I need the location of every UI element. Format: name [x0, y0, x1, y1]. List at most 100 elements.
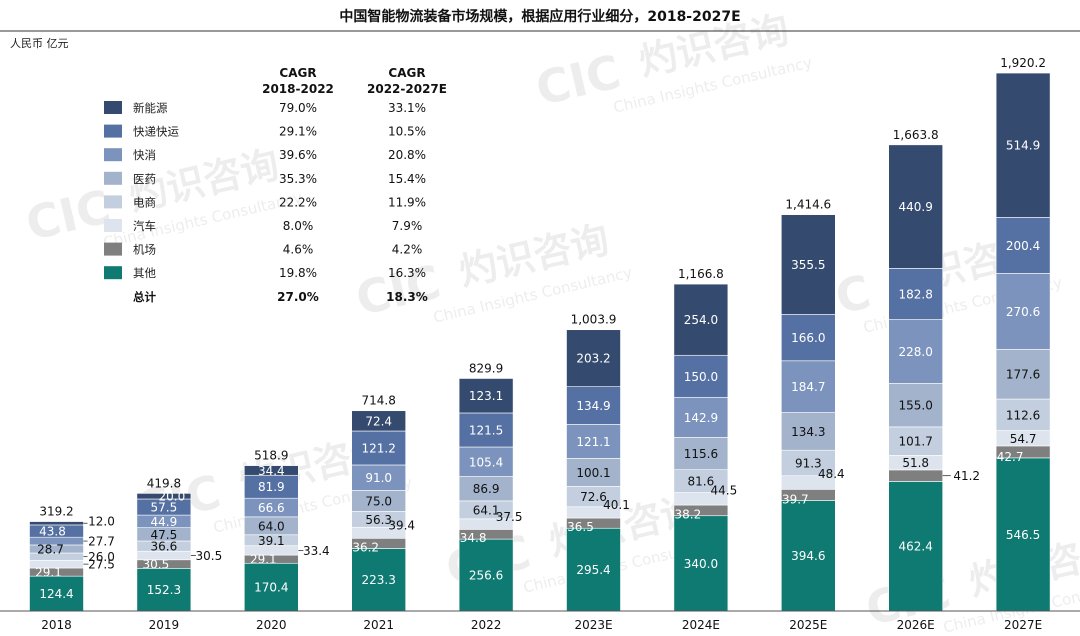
- bar-segment: [780, 500, 836, 612]
- bar-segment: [458, 538, 514, 612]
- x-tick-label: 2023E: [574, 618, 612, 632]
- x-tick-label: 2026E: [897, 618, 935, 632]
- value-label: 152.3: [147, 583, 181, 597]
- value-label: 39.7: [782, 492, 809, 506]
- legend-swatch: [104, 242, 122, 256]
- bar-segment: [995, 398, 1051, 431]
- value-label: 150.0: [684, 370, 718, 384]
- bar-segment: [566, 458, 621, 487]
- value-label: 64.0: [258, 519, 285, 533]
- value-label: 124.4: [39, 587, 73, 601]
- value-label: 223.3: [362, 573, 396, 587]
- total-label: 1,414.6: [785, 198, 831, 212]
- x-tick-label: 2019: [149, 618, 180, 632]
- x-tick-label: 2021: [363, 618, 394, 632]
- value-label: 20.0: [159, 490, 186, 504]
- value-label: 34.8: [460, 531, 487, 545]
- legend-swatch: [104, 195, 122, 209]
- value-label: 48.4: [818, 467, 845, 481]
- value-label: 182.8: [899, 287, 933, 301]
- value-label: 41.2: [953, 469, 980, 483]
- value-label: 30.5: [196, 549, 223, 563]
- value-label: 26.0: [88, 550, 115, 564]
- bar-segment: [351, 548, 407, 612]
- bar-segment: [351, 430, 407, 466]
- legend-cagr-2022-2027e: 7.9%: [392, 219, 423, 233]
- bar-segment: [566, 527, 621, 612]
- unit-label: 人民币 亿元: [10, 37, 69, 50]
- value-label: 47.5: [151, 528, 178, 542]
- bar-segment: [673, 515, 729, 612]
- total-label: 1,920.2: [1000, 56, 1046, 70]
- legend-cagr-2022-2027e: 16.3%: [388, 266, 426, 280]
- bar-segment: [780, 214, 836, 315]
- bar-segment: [136, 493, 192, 500]
- x-tick-label: 2027E: [1004, 618, 1042, 632]
- legend-swatch: [104, 266, 122, 280]
- bar-segment: [673, 396, 729, 438]
- value-label: 184.7: [791, 380, 825, 394]
- value-label: 57.5: [151, 501, 178, 515]
- value-label: 44.9: [151, 515, 178, 529]
- x-axis-ticks: 2018 2019 2020 2021 2022 2023E 2024E 2025E 2026E…: [41, 618, 1042, 632]
- bar-segment: [780, 449, 836, 477]
- cagr-header-2-line1: CAGR: [388, 66, 425, 80]
- legend-total-label: 总计: [133, 290, 156, 304]
- value-label: 256.6: [469, 569, 503, 583]
- value-label: 27.5: [88, 558, 115, 572]
- value-label: 134.3: [791, 425, 825, 439]
- legend-swatch: [104, 148, 122, 162]
- bar-segment: [995, 217, 1051, 274]
- value-label: 142.9: [684, 411, 718, 425]
- bar-segment: [888, 469, 944, 482]
- watermark-brand: CIC: [531, 44, 626, 116]
- value-label: 30.5: [143, 558, 170, 572]
- legend-label: 新能源: [133, 101, 168, 115]
- total-label: 419.8: [147, 476, 181, 490]
- value-label: 462.4: [899, 540, 933, 554]
- value-label: 72.4: [365, 414, 392, 428]
- x-tick-label: 2018: [41, 618, 72, 632]
- legend-cagr-2022-2027e: 20.8%: [388, 148, 426, 162]
- value-label: 121.1: [576, 435, 610, 449]
- bar-segment: [995, 348, 1051, 400]
- value-label: 72.6: [580, 490, 607, 504]
- legend-label: 汽车: [133, 219, 156, 233]
- value-label: 121.2: [362, 441, 396, 455]
- value-label: 155.0: [899, 399, 933, 413]
- value-label: 54.7: [1010, 432, 1037, 446]
- legend-cagr-2018-2022: 22.2%: [279, 195, 317, 209]
- legend-total-cagr-2: 18.3%: [386, 290, 428, 304]
- value-label: 86.9: [473, 482, 500, 496]
- value-label: 44.5: [711, 484, 738, 498]
- value-label: 100.1: [576, 466, 610, 480]
- bar-segment: [29, 575, 84, 612]
- bar-segment: [566, 424, 621, 459]
- value-label: 39.4: [388, 518, 415, 532]
- bar-segment: [458, 476, 514, 502]
- value-label: 177.6: [1006, 368, 1040, 382]
- cagr-header-1-line2: 2018-2022: [262, 82, 334, 96]
- value-label: 112.6: [1006, 408, 1040, 422]
- total-label: 1,663.8: [893, 128, 939, 142]
- legend-swatch: [104, 101, 122, 114]
- value-label: 340.0: [684, 557, 718, 571]
- legend-cagr-2018-2022: 79.0%: [279, 101, 317, 115]
- value-label: 200.4: [1006, 239, 1040, 253]
- value-label: 12.0: [88, 515, 115, 529]
- bar-segment: [673, 437, 729, 471]
- watermark-brand: CIC: [21, 179, 116, 251]
- value-label: 51.8: [902, 456, 929, 470]
- value-label: 56.3: [365, 513, 392, 527]
- bar-segment: [244, 465, 299, 476]
- value-label: 123.1: [469, 389, 503, 403]
- value-label: 91.3: [795, 456, 822, 470]
- bar-segment: [995, 457, 1051, 612]
- bar-segment: [673, 354, 729, 398]
- value-label: 33.4: [303, 544, 330, 558]
- total-label: 1,003.9: [571, 313, 617, 327]
- legend-cagr-2018-2022: 35.3%: [279, 172, 317, 186]
- value-label: 81.9: [258, 480, 285, 494]
